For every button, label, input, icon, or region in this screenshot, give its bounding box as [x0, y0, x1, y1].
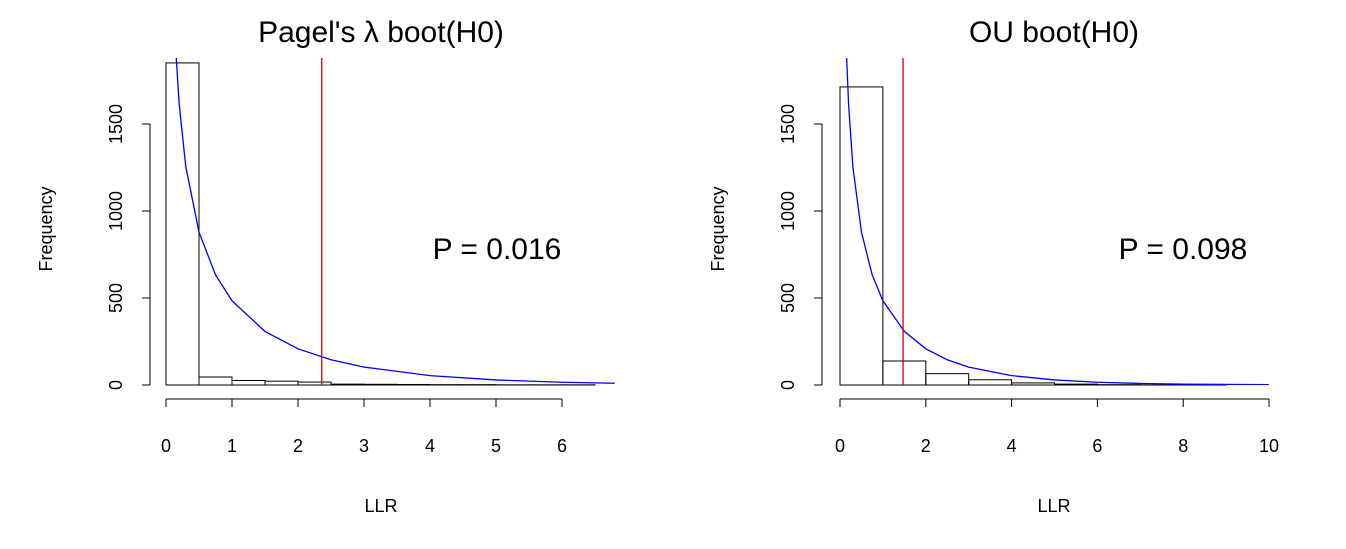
x-tick-label: 1: [227, 436, 237, 456]
panel-1: 0 2 4 6 8 10 0 500 1000 1500 OU boot(H0) LLR Frequen…: [708, 16, 1279, 516]
chart-title: Pagel's λ boot(H0): [258, 16, 504, 49]
chart-title: OU boot(H0): [969, 16, 1139, 49]
y-axis-label: Frequency: [36, 186, 56, 271]
null-distribution-curve: [846, 58, 1270, 385]
x-tick-label: 5: [491, 436, 501, 456]
x-tick-label: 6: [1092, 436, 1102, 456]
x-tick-label: 4: [1007, 436, 1017, 456]
histogram-bar: [882, 360, 927, 386]
histogram-bar: [297, 381, 332, 386]
x-tick-label: 2: [293, 436, 303, 456]
histogram-bar: [363, 383, 398, 386]
histogram-bar: [1054, 383, 1098, 386]
p-value-annotation: P = 0.016: [433, 233, 562, 266]
y-tick-label: 0: [106, 380, 126, 390]
histogram-bar: [165, 62, 200, 386]
histogram-bar: [968, 379, 1013, 386]
y-tick-label: 1000: [106, 191, 126, 231]
x-tick-label: 0: [835, 436, 845, 456]
y-tick-label: 1000: [778, 191, 798, 231]
histogram-bar: [231, 379, 266, 386]
y-tick-label: 500: [778, 283, 798, 313]
p-value-annotation: P = 0.098: [1119, 233, 1248, 266]
y-tick-label: 500: [106, 283, 126, 313]
histogram-bar: [330, 383, 365, 386]
panel-0: 0 1 2 3 4 5 6 0 500 1000 1500 Pagel's λ boot(H0) LLR…: [36, 16, 615, 516]
null-distribution-curve: [175, 58, 615, 384]
x-tick-label: 4: [425, 436, 435, 456]
x-axis-label: LLR: [364, 496, 397, 516]
histogram-bar: [198, 376, 233, 386]
histogram-bar: [925, 373, 970, 386]
x-tick-label: 3: [359, 436, 369, 456]
y-tick-label: 1500: [106, 104, 126, 144]
histogram-bar: [396, 383, 431, 386]
x-tick-label: 8: [1178, 436, 1188, 456]
x-tick-label: 6: [557, 436, 567, 456]
histogram-bar: [1011, 382, 1055, 386]
y-axis-label: Frequency: [708, 186, 728, 271]
x-tick-label: 2: [921, 436, 931, 456]
y-tick-label: 0: [778, 380, 798, 390]
y-tick-label: 1500: [778, 104, 798, 144]
x-tick-label: 0: [161, 436, 171, 456]
x-axis-label: LLR: [1037, 496, 1070, 516]
histogram-bar: [264, 380, 299, 386]
histogram-bar: [839, 86, 884, 386]
x-tick-label: 10: [1259, 436, 1279, 456]
